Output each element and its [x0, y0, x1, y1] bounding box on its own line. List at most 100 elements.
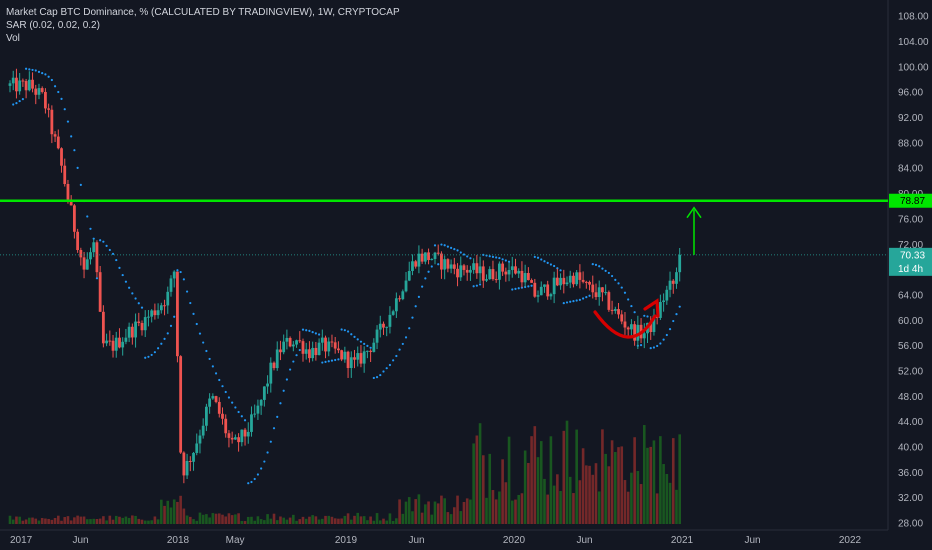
- sar-dot: [639, 344, 643, 347]
- volume-bar: [507, 436, 511, 524]
- candle-body: [279, 349, 282, 353]
- x-tick-label: 2020: [503, 535, 526, 546]
- volume-bar: [311, 515, 314, 524]
- y-tick-label: 64.00: [898, 290, 923, 301]
- volume-bar: [40, 518, 44, 524]
- legend-sar[interactable]: SAR (0.02, 0.02, 0.2): [6, 20, 100, 31]
- sar-dot: [269, 440, 272, 443]
- volume-bar: [433, 501, 437, 524]
- candle-body: [478, 266, 482, 274]
- x-tick-label: 2022: [839, 535, 862, 546]
- volume-bar: [588, 465, 591, 524]
- volume-bar: [301, 516, 305, 524]
- volume-bar: [73, 517, 76, 524]
- sar-dot: [411, 316, 414, 319]
- volume-bar: [211, 513, 215, 524]
- volume-bar: [494, 499, 498, 524]
- volume-bar: [172, 499, 176, 524]
- sar-dot: [153, 351, 156, 354]
- sar-dot: [672, 319, 675, 323]
- sar-dot: [379, 373, 382, 377]
- candle-body: [246, 431, 250, 437]
- sar-dot: [536, 256, 540, 259]
- sar-dot: [53, 85, 57, 88]
- candle-body: [304, 349, 308, 354]
- candle-body: [285, 337, 289, 342]
- sar-dot: [350, 333, 353, 336]
- sar-dot: [330, 359, 334, 362]
- legend-vol[interactable]: Vol: [6, 33, 20, 44]
- candle-body: [423, 252, 427, 262]
- candle-body: [549, 294, 553, 297]
- sar-dot: [501, 258, 504, 261]
- candle-body: [356, 353, 360, 360]
- sar-dot: [659, 342, 662, 345]
- sar-dot: [211, 365, 214, 368]
- candle-body: [311, 347, 315, 359]
- volume-bar: [295, 520, 298, 524]
- sar-dot: [314, 332, 317, 335]
- volume-bar: [340, 518, 343, 524]
- candle-body: [295, 340, 298, 345]
- candle-body: [456, 268, 459, 278]
- volume-bar: [337, 518, 340, 524]
- sar-dot: [437, 263, 440, 266]
- sar-dot: [469, 257, 472, 260]
- volume-bar: [44, 518, 47, 524]
- candle-body: [37, 88, 41, 95]
- candle-body: [340, 350, 344, 360]
- candle-body: [678, 254, 682, 273]
- volume-bar: [82, 516, 86, 524]
- candle-body: [166, 291, 170, 306]
- sar-dot: [372, 376, 375, 380]
- candle-body: [179, 356, 183, 453]
- candle-body: [291, 344, 295, 347]
- sar-dot: [569, 300, 572, 303]
- volume-bar: [652, 440, 656, 524]
- sar-dot: [70, 135, 73, 138]
- sar-dot: [385, 367, 388, 370]
- candle-body: [362, 351, 366, 364]
- sar-dot: [678, 305, 681, 308]
- sar-dot: [421, 285, 424, 288]
- volume-bar: [34, 518, 38, 524]
- sar-dot: [337, 358, 340, 361]
- volume-bar: [169, 507, 173, 524]
- volume-bar: [353, 515, 356, 524]
- volume-bar: [488, 453, 492, 524]
- sar-dot: [507, 260, 511, 263]
- y-tick-label: 56.00: [898, 341, 923, 352]
- candle-body: [47, 108, 51, 110]
- candle-body: [584, 281, 588, 283]
- legend-title[interactable]: Market Cap BTC Dominance, % (CALCULATED …: [6, 7, 400, 18]
- sar-dot: [546, 261, 549, 264]
- candle-body: [56, 136, 60, 149]
- candle-body: [507, 269, 511, 275]
- sar-dot: [105, 244, 108, 248]
- countdown-label: 1d 4h: [898, 264, 923, 275]
- candle-body: [130, 326, 134, 338]
- sar-dot: [76, 166, 79, 169]
- sar-dot: [240, 415, 243, 418]
- volume-bar: [66, 516, 70, 524]
- candle-body: [562, 277, 566, 285]
- candle-body: [114, 337, 118, 351]
- sar-dot: [279, 402, 282, 405]
- sar-dot: [185, 290, 189, 293]
- volume-bar: [510, 500, 514, 524]
- candle-body: [214, 396, 218, 402]
- candle-body: [134, 321, 137, 338]
- candle-body: [108, 340, 112, 342]
- sar-dot: [289, 368, 292, 371]
- candle-body: [369, 350, 373, 352]
- y-tick-label: 40.00: [898, 442, 923, 453]
- candle-body: [85, 259, 89, 270]
- sar-dot: [173, 315, 176, 318]
- candle-body: [517, 270, 521, 274]
- volume-bar: [253, 520, 256, 524]
- volume-bar: [56, 515, 60, 524]
- candle-body: [555, 277, 559, 286]
- candle-body: [401, 291, 405, 300]
- candle-body: [172, 271, 176, 279]
